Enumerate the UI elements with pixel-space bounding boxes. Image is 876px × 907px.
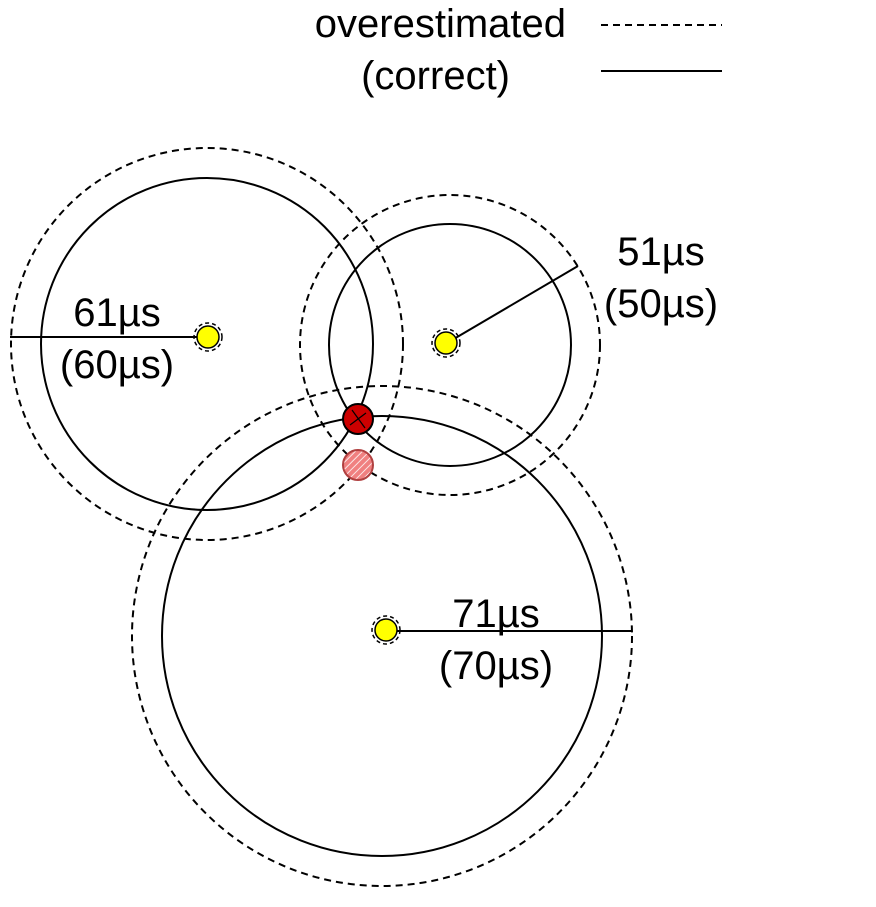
anchor-left-overestimated-circle [10,147,404,541]
legend-solid-label: (correct) [361,54,510,98]
estimated-position-dot [342,449,374,481]
anchor-right-radius-line [446,265,579,344]
anchor-bottom-overestimated-label: 71µs [452,592,540,636]
anchor-left-dot-ring [193,322,223,352]
anchor-bottom-dot-ring [371,615,401,645]
anchor-bottom-dot [374,618,398,642]
legend: overestimated (correct) [315,2,722,98]
anchor-bottom-correct-label: (70µs) [439,644,553,688]
anchor-right-dot [434,331,458,355]
anchor-left-dot [196,325,220,349]
anchor-right-correct-label: (50µs) [604,282,718,326]
anchor-left-correct-label: (60µs) [60,343,174,387]
estimated-position-marker [342,449,374,481]
anchor-right-overestimated-label: 51µs [617,230,705,274]
true-position-marker [342,403,374,435]
anchor-bottom-marker [371,615,401,645]
anchor-right-dot-ring [431,328,461,358]
anchor-left-group [10,147,404,541]
anchor-bottom-labels: 71µs (70µs) [439,592,553,688]
anchor-bottom-overestimated-circle [131,385,633,887]
anchor-right-overestimated-circle [299,194,601,496]
true-position-cross-b [349,412,367,426]
anchor-right-correct-circle [328,223,572,467]
anchor-bottom-correct-circle [161,415,603,857]
anchor-right-labels: 51µs (50µs) [604,230,718,326]
anchor-bottom-group [131,385,633,887]
anchor-left-marker [193,322,223,352]
legend-dashed-label: overestimated [315,2,566,46]
anchor-left-correct-circle [40,177,374,511]
anchor-right-group [299,194,601,496]
anchor-left-labels: 61µs (60µs) [60,291,174,387]
anchor-left-overestimated-label: 61µs [73,291,161,335]
anchor-right-marker [431,328,461,358]
